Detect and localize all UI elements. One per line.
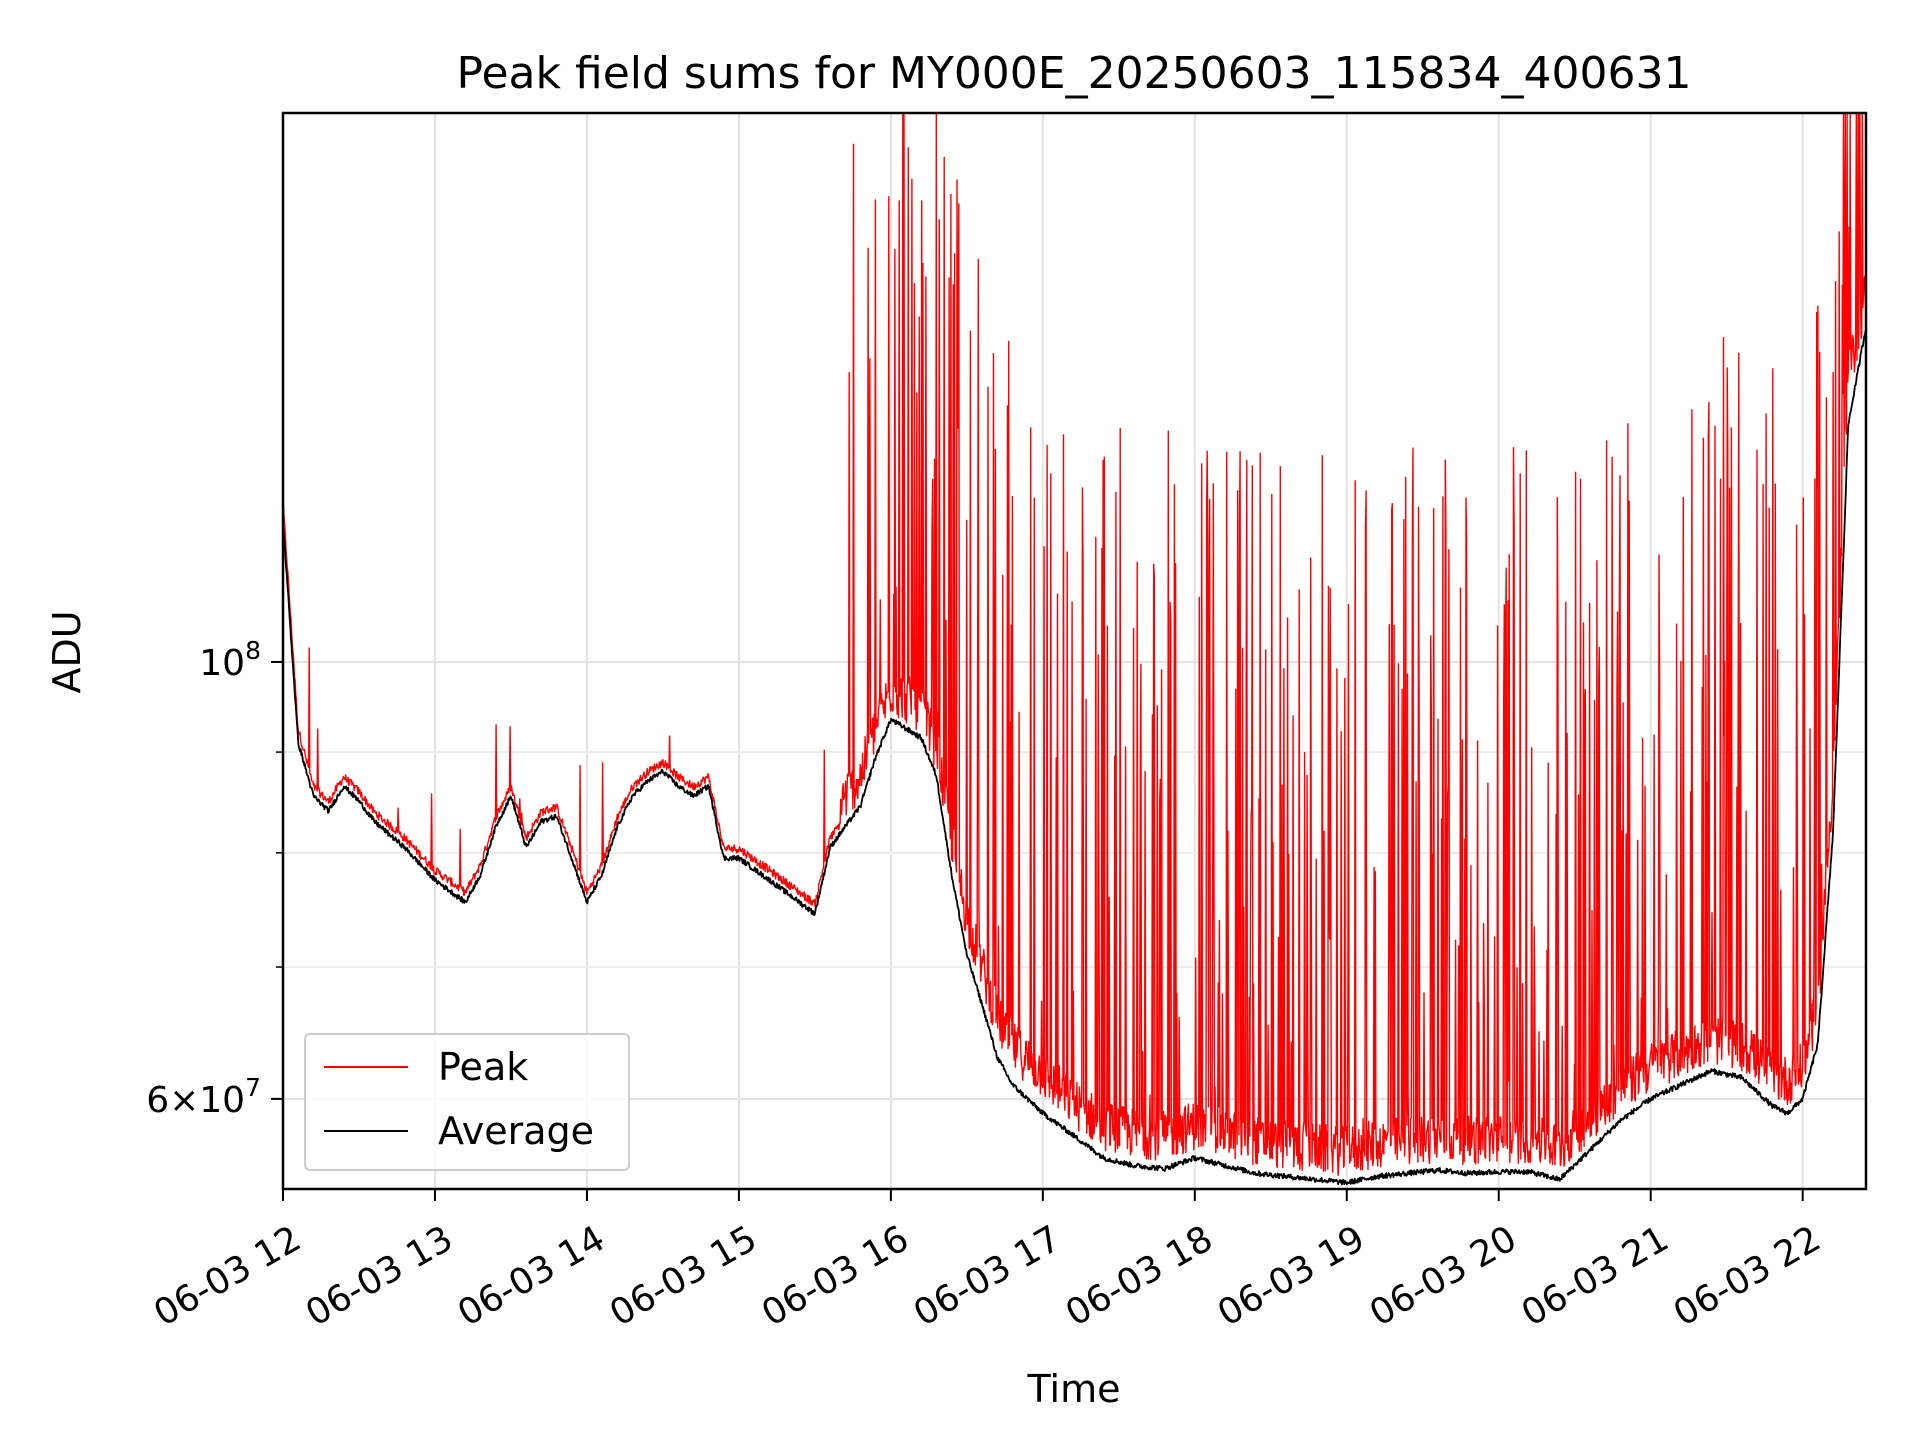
- legend-swatch-average: [324, 1130, 408, 1132]
- series-line-peak: [282, 112, 1867, 1176]
- y-tick-label: 6×107: [146, 1073, 261, 1121]
- x-axis-label: Time: [1027, 1367, 1121, 1411]
- y-axis-label: ADU: [45, 610, 89, 693]
- y-axis: 108 6×107: [146, 636, 283, 1121]
- legend-label-average: Average: [438, 1109, 595, 1153]
- legend-swatch-peak: [324, 1066, 408, 1068]
- chart-title: Peak field sums for MY000E_20250603_1158…: [457, 48, 1692, 99]
- y-tick-label: 108: [199, 636, 261, 684]
- legend-item-average: Average: [324, 1109, 595, 1153]
- series-layer: [282, 112, 1867, 1186]
- legend-item-peak: Peak: [324, 1045, 529, 1089]
- legend-label-peak: Peak: [438, 1045, 529, 1089]
- legend: Peak Average: [304, 1033, 630, 1171]
- plot-frame: [281, 111, 1868, 1191]
- series-line-average: [282, 328, 1867, 1186]
